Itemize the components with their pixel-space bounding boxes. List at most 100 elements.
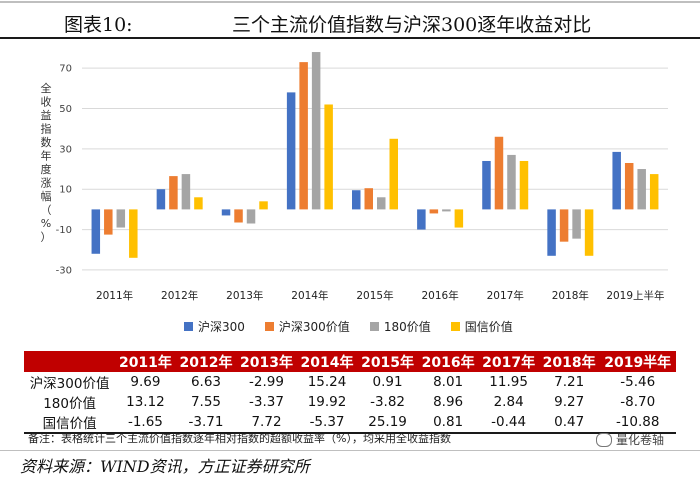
table-cell: 19.92: [307, 394, 347, 410]
legend-label: 180价值: [383, 320, 431, 334]
bar: [559, 209, 569, 242]
legend-label: 国信价值: [464, 320, 513, 334]
bar: [519, 160, 529, 210]
bar: [91, 209, 101, 254]
legend-label: 沪深300: [198, 320, 245, 334]
y-label-char: 全: [41, 81, 52, 95]
bar: [454, 209, 464, 228]
y-label-char: 益: [41, 108, 52, 122]
y-label-char: 幅: [41, 190, 52, 203]
bar: [352, 190, 361, 210]
bar: [169, 176, 178, 210]
table-row-label: 沪深300价值: [29, 376, 110, 392]
table-column-header: 2018年: [538, 351, 600, 372]
y-label-char: 度: [41, 162, 52, 176]
bar: [311, 52, 321, 210]
bar: [286, 92, 296, 210]
y-tick-label: -10: [56, 225, 72, 236]
excess-return-table: 2011年 2012年 2013年 2014年 2015年 2016年 2017年 2018年…: [24, 351, 676, 434]
y-axis: -30 -10 10 30 50 70: [56, 64, 72, 277]
table-column-header: 2015年: [357, 351, 418, 372]
bar: [259, 201, 268, 210]
x-tick-label: 2011年: [96, 289, 133, 302]
table-row: 沪深300价值 9.69 6.63 -2.99 15.24 0.91 8.01 11.95 7.…: [24, 372, 676, 392]
bar: [246, 209, 256, 224]
table-column-header: 2016年: [417, 351, 479, 372]
wechat-icon: [596, 432, 612, 447]
y-label-char: 涨: [41, 177, 52, 190]
bar: [116, 209, 126, 228]
bar: [612, 151, 621, 210]
table-cell: 6.63: [190, 374, 221, 390]
table-cell: 0.47: [538, 412, 600, 434]
table-cell: -8.70: [620, 394, 656, 410]
table-cell: 2.84: [493, 394, 524, 410]
figure-header: 图表10: 三个主流价值指数与沪深300逐年收益对比: [0, 4, 700, 36]
bar: [221, 209, 231, 216]
bar: [624, 162, 634, 210]
bar: [649, 174, 659, 210]
legend-swatch: [264, 322, 274, 331]
table-column-header: 2017年: [478, 351, 539, 372]
y-tick-label: 50: [59, 104, 72, 115]
table-cell: -5.46: [620, 374, 656, 390]
title-rule: [0, 37, 700, 39]
table-cell: 9.27: [554, 394, 585, 410]
y-label-char: %: [41, 217, 51, 230]
table-cell: 15.24: [307, 374, 347, 390]
x-tick-label: 2015年: [356, 289, 393, 302]
legend-item: 沪深300价值: [264, 318, 350, 335]
bars: [91, 52, 659, 258]
bar: [507, 154, 516, 210]
bar: [637, 169, 646, 210]
table-note: 备注：表格统计三个主流价值指数逐年相对指数的超额收益率（%），均采用全收益指数: [28, 432, 451, 445]
legend-swatch: [450, 322, 460, 331]
table-column-header: 2019半年: [599, 351, 676, 372]
source-rule: [0, 450, 700, 451]
table-cell: -3.71: [175, 412, 237, 434]
x-tick-label: 2019上半年: [606, 289, 664, 302]
bar: [429, 209, 439, 214]
bar: [194, 197, 203, 210]
table-cell: 13.12: [126, 394, 165, 410]
y-label-char: （: [41, 204, 52, 217]
brand-watermark: 量化卷轴: [596, 431, 664, 448]
data-source: 资料来源：WIND资讯，方正证券研究所: [20, 457, 310, 476]
legend-item: 沪深300: [184, 318, 245, 335]
legend-item: 国信价值: [450, 318, 513, 335]
y-label-char: 数: [41, 136, 52, 149]
bar: [547, 209, 556, 256]
y-label-char: 指: [41, 122, 52, 136]
bar: [156, 189, 166, 210]
table-cell: 7.72: [236, 412, 297, 434]
y-tick-label: -30: [56, 265, 72, 276]
table-cell: 8.01: [433, 374, 464, 390]
x-tick-label: 2014年: [291, 289, 328, 302]
y-tick-label: 70: [59, 64, 72, 75]
table-row-label: 国信价值: [24, 412, 116, 434]
chart-legend: 沪深300 沪深300价值 180价值 国信价值: [184, 318, 513, 335]
table-column-header: 2012年: [175, 351, 237, 372]
x-tick-label: 2012年: [161, 289, 198, 302]
table-row: 180价值 13.12 7.55 -3.37 19.92 -3.82 8.96 2.84 9.2…: [24, 392, 676, 412]
bar: [234, 209, 243, 223]
table-cell: -1.65: [115, 412, 176, 434]
table-header-row: 2011年 2012年 2013年 2014年 2015年 2016年 2017年 2018年…: [24, 351, 676, 372]
x-tick-label: 2013年: [226, 289, 263, 302]
y-label-char: 收: [41, 95, 52, 109]
table-cell: -2.99: [249, 374, 284, 390]
legend-label: 沪深300价值: [278, 320, 350, 334]
bar: [364, 188, 373, 210]
table-column-header: 2013年: [236, 351, 297, 372]
top-rule: [0, 1, 700, 3]
bar: [104, 209, 113, 235]
x-tick-label: 2018年: [552, 289, 589, 302]
table-column-header: [24, 351, 116, 372]
bar: [129, 209, 138, 258]
table-cell: 11.95: [489, 374, 528, 390]
table-body: 沪深300价值 9.69 6.63 -2.99 15.24 0.91 8.01 11.95 7.…: [24, 372, 676, 434]
table-cell: -10.88: [599, 412, 676, 434]
table-row-label: 180价值: [43, 396, 96, 412]
table-cell: 7.21: [554, 374, 585, 390]
